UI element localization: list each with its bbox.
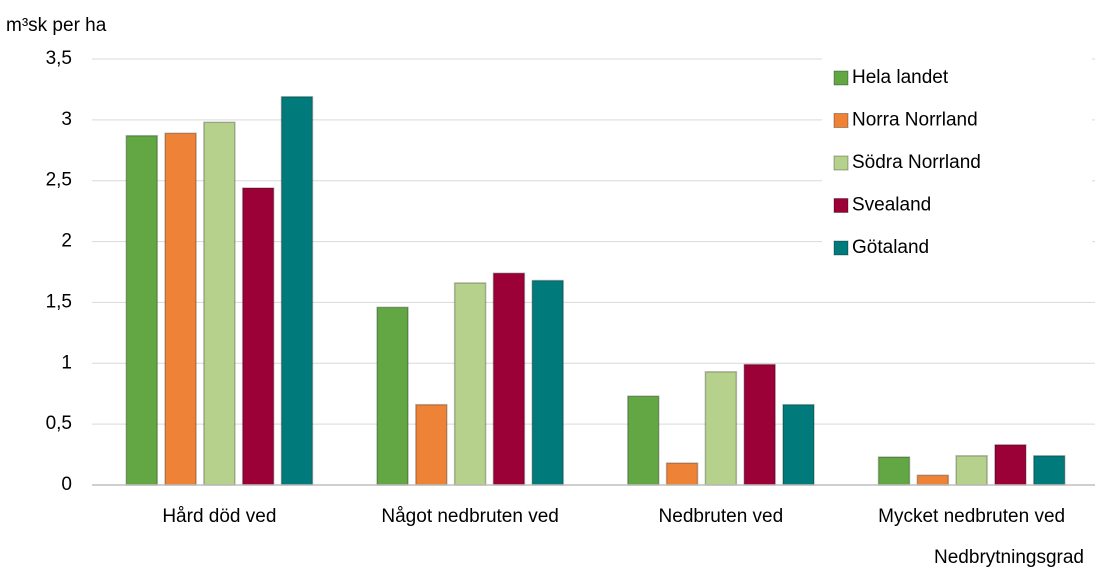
y-tick-label: 2,5 [46,170,72,191]
bar [743,363,776,486]
bar [453,282,487,486]
legend-swatch [833,113,849,128]
bar [164,132,197,486]
y-tick-label: 0,5 [46,413,72,434]
x-tick-label: Mycket nedbruten ved [878,506,1065,527]
bar [531,279,564,486]
bar [203,121,236,486]
bar [782,403,815,486]
x-tick-label: Nedbruten ved [659,506,784,527]
y-tick-label: 0 [61,474,72,495]
legend-label: Götaland [852,237,929,258]
y-tick-label: 3,5 [46,48,72,69]
legend-label: Södra Norrland [852,152,981,173]
bar [280,95,314,486]
legend-swatch [833,198,849,213]
legend-swatch [833,240,849,256]
bar [492,272,526,486]
bar [627,395,660,486]
bar [994,444,1027,486]
legend-label: Hela landet [852,67,949,88]
bar [241,187,275,486]
bar [704,371,738,486]
x-axis-label: Nedbrytningsgrad [934,547,1084,568]
legend-swatch [833,70,849,86]
y-axis-label: m³sk per ha [6,15,107,36]
bar [376,306,409,486]
legend-swatch [833,155,849,171]
y-tick-label: 2 [61,231,72,252]
y-tick-label: 1,5 [46,291,72,312]
bar [1032,455,1066,486]
y-tick-label: 3 [61,109,72,130]
legend-label: Svealand [852,195,931,216]
x-tick-label: Något nedbruten ved [381,506,558,527]
bar [877,456,911,486]
bar [665,462,699,486]
bar [415,403,448,486]
legend-box [822,58,1092,270]
bar [916,474,950,486]
bar [955,455,988,486]
legend-label: Norra Norrland [852,110,978,131]
y-tick-label: 1 [61,352,72,373]
x-tick-label: Hård död ved [162,506,276,527]
bar [125,134,159,486]
